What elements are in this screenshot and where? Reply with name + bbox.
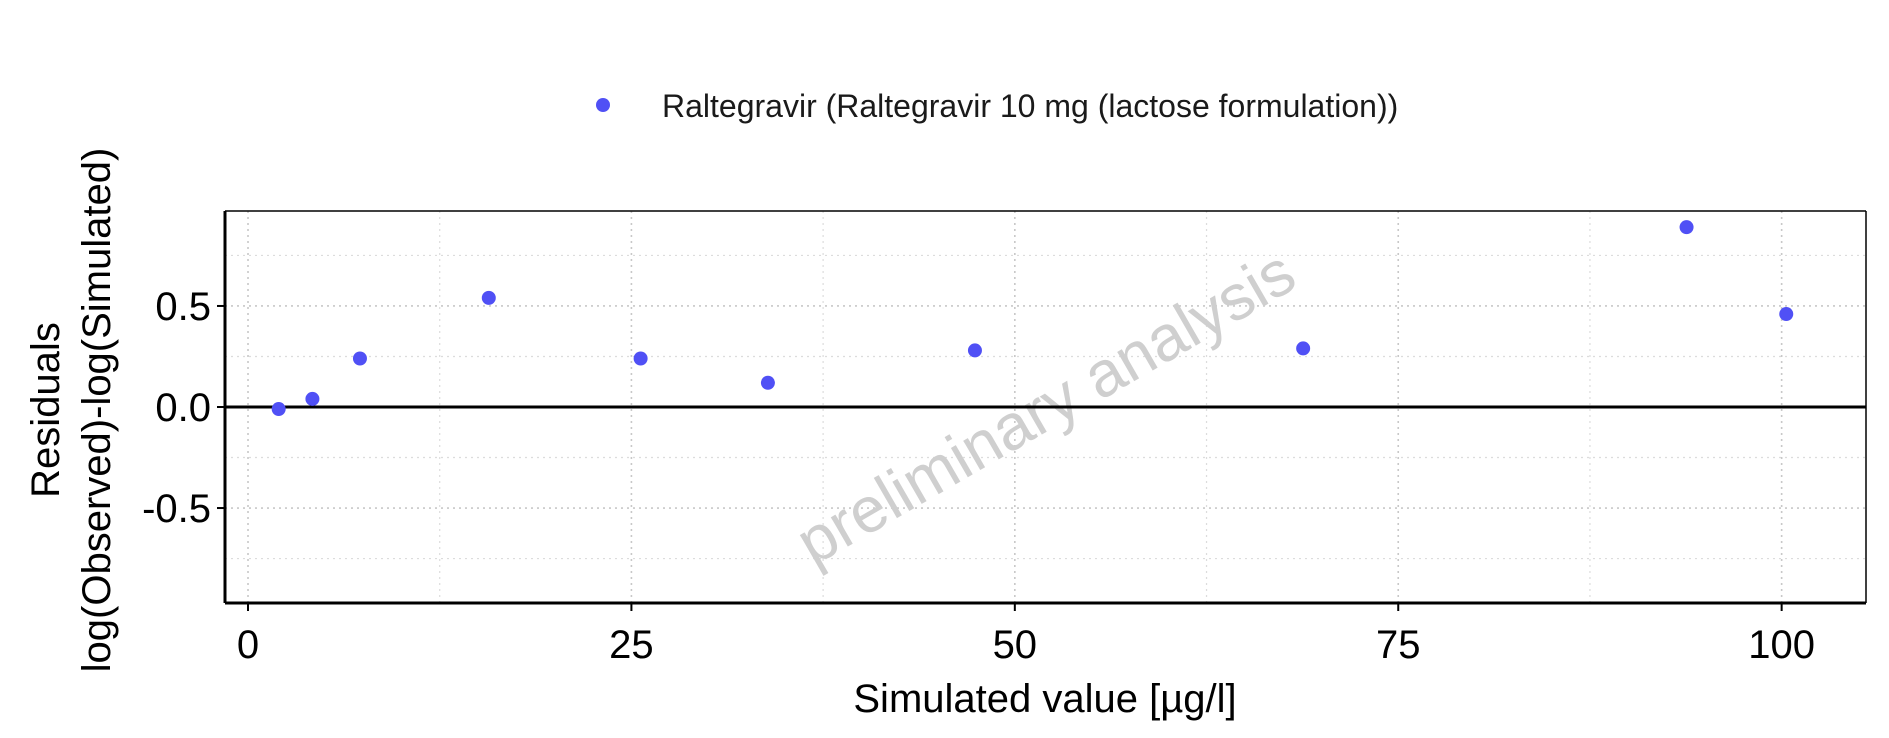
- y-tick-label: 0.0: [155, 386, 211, 430]
- data-point: [305, 391, 320, 406]
- data-points: [271, 220, 1794, 417]
- y-axis-title-line1: Residuals: [24, 322, 68, 498]
- legend-marker: [596, 98, 610, 112]
- data-point: [967, 343, 982, 358]
- x-tick-label: 50: [993, 623, 1038, 667]
- data-point: [352, 351, 367, 366]
- data-point: [271, 402, 286, 417]
- x-axis-ticks: 0 25 50 75 100: [237, 603, 1815, 667]
- data-point: [760, 375, 775, 390]
- data-point: [481, 290, 496, 305]
- legend-label: Raltegravir (Raltegravir 10 mg (lactose …: [662, 88, 1398, 124]
- data-point: [1296, 341, 1311, 356]
- data-point: [1679, 220, 1694, 235]
- x-tick-label: 25: [609, 623, 654, 667]
- x-axis-title: Simulated value [µg/l]: [853, 677, 1236, 721]
- data-point: [633, 351, 648, 366]
- y-tick-label: -0.5: [142, 487, 211, 531]
- y-tick-label: 0.5: [155, 285, 211, 329]
- y-axis-title-line2: log(Observed)-log(Simulated): [75, 148, 119, 673]
- x-tick-label: 75: [1376, 623, 1421, 667]
- legend: Raltegravir (Raltegravir 10 mg (lactose …: [596, 88, 1398, 124]
- x-tick-label: 100: [1748, 623, 1815, 667]
- data-point: [1779, 307, 1794, 322]
- y-axis-ticks: 0.5 0.0 -0.5: [142, 285, 225, 531]
- x-tick-label: 0: [237, 623, 259, 667]
